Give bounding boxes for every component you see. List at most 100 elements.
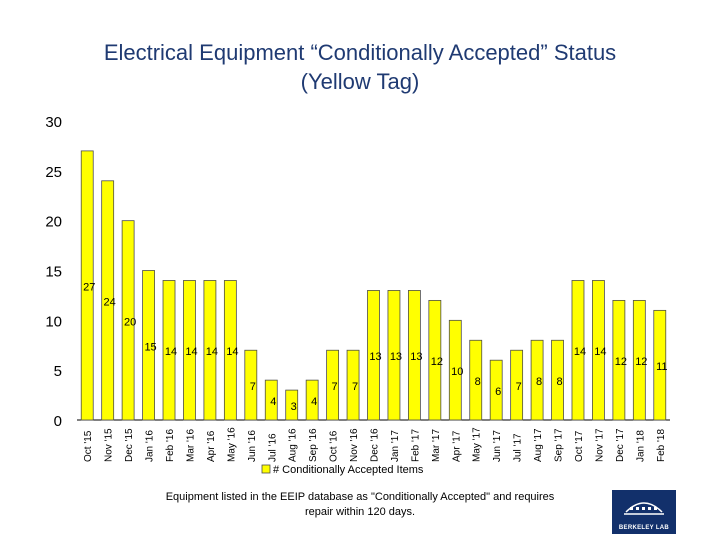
data-label: 12: [635, 356, 647, 368]
y-tick-label: 20: [45, 214, 62, 231]
data-label: 14: [594, 346, 606, 358]
x-tick-label: Feb '16: [165, 429, 176, 462]
bar: [653, 309, 667, 421]
bar: [326, 349, 340, 421]
legend-label: # Conditionally Accepted Items: [273, 464, 424, 476]
x-tick-label: Dec '17: [615, 428, 626, 462]
x-tick-label: Jan '18: [635, 430, 646, 462]
bar: [264, 379, 278, 421]
data-label: 7: [250, 381, 256, 393]
x-tick-label: Sep '17: [554, 428, 565, 462]
x-tick-label: Oct '16: [329, 430, 340, 462]
data-label: 27: [83, 281, 95, 293]
x-tick-label: Dec '15: [124, 428, 135, 462]
x-tick-label: Apr '17: [451, 430, 462, 462]
bar: [285, 389, 299, 421]
bar: [612, 299, 626, 421]
data-label: 4: [270, 396, 276, 408]
data-label: 11: [656, 361, 667, 373]
x-tick-label: Dec '16: [370, 428, 381, 462]
bar: [448, 319, 462, 421]
data-label: 13: [410, 351, 422, 363]
y-tick-label: 30: [45, 114, 62, 131]
x-tick-label: Jun '17: [492, 430, 503, 462]
x-tick-label: Aug '17: [533, 428, 544, 462]
data-label: 14: [226, 346, 238, 358]
x-tick-label: Nov '16: [349, 428, 360, 462]
bar: [183, 280, 196, 421]
x-tick-label: Nov '17: [594, 428, 605, 462]
x-tick-label: Jul '16: [267, 433, 278, 462]
data-label: 12: [431, 356, 443, 368]
bar: [407, 290, 421, 421]
data-label: 7: [332, 381, 338, 393]
data-label: 13: [369, 351, 381, 363]
data-label: 14: [165, 346, 177, 358]
x-tick-label: Feb '17: [410, 429, 421, 462]
bar: [489, 359, 503, 421]
bar: [387, 290, 401, 421]
x-tick-label: Aug '16: [288, 428, 299, 462]
logo-text: BERKELEY LAB: [618, 525, 670, 531]
x-tick-label: May '17: [472, 427, 483, 462]
x-tick-label: Oct '15: [83, 430, 94, 462]
x-tick-label: Jan '17: [390, 430, 401, 462]
legend-swatch: [261, 464, 271, 474]
footnote: Equipment listed in the EEIP database as…: [165, 491, 555, 518]
y-tick-label: 25: [45, 164, 62, 181]
berkeley-lab-logo: BERKELEY LAB: [612, 490, 676, 534]
y-tick-label: 10: [45, 313, 62, 330]
data-label: 8: [556, 376, 562, 388]
data-label: 10: [451, 366, 463, 378]
data-label: 8: [536, 376, 542, 388]
bar: [551, 339, 564, 421]
bar: [571, 280, 585, 421]
y-tick-label: 0: [54, 413, 62, 430]
data-label: 13: [390, 351, 402, 363]
bar: [142, 270, 155, 421]
data-label: 8: [475, 376, 481, 388]
page-title: Electrical Equipment “Conditionally Acce…: [103, 40, 617, 94]
x-tick-label: Mar '16: [185, 429, 196, 462]
bar: [510, 349, 524, 421]
data-label: 14: [574, 346, 586, 358]
data-label: 14: [206, 346, 218, 358]
x-tick-label: Jan '16: [145, 430, 156, 462]
x-tick-label: Apr '16: [206, 430, 217, 462]
lab-building-icon: [624, 502, 664, 515]
bar: [121, 220, 135, 421]
bar: [223, 280, 237, 421]
bar: [530, 339, 544, 421]
y-tick-label: 5: [54, 363, 62, 380]
x-tick-label: Jul '17: [513, 433, 524, 462]
x-tick-label: Oct '17: [574, 430, 585, 462]
data-label: 7: [516, 381, 522, 393]
data-label: 6: [495, 386, 501, 398]
data-label: 15: [144, 341, 156, 353]
bar: [592, 280, 605, 421]
bar: [162, 280, 176, 421]
data-label: 14: [185, 346, 197, 358]
bar: [632, 299, 646, 421]
bar: [244, 349, 258, 421]
x-tick-label: Nov '15: [104, 428, 115, 462]
data-label: 3: [291, 401, 297, 413]
bar: [469, 339, 483, 421]
bar: [305, 379, 319, 421]
data-label: 24: [104, 296, 116, 308]
x-tick-label: May '16: [226, 427, 237, 462]
data-label: 12: [615, 356, 627, 368]
data-label: 7: [352, 381, 358, 393]
bar: [367, 290, 380, 421]
y-tick-label: 15: [45, 264, 62, 281]
bar: [80, 150, 94, 421]
x-tick-label: Mar '17: [431, 429, 442, 462]
data-label: 4: [311, 396, 317, 408]
bar: [346, 349, 360, 421]
x-tick-label: Jun '16: [247, 430, 258, 462]
data-label: 20: [124, 316, 136, 328]
x-tick-label: Sep '16: [308, 428, 319, 462]
bar: [203, 280, 217, 421]
